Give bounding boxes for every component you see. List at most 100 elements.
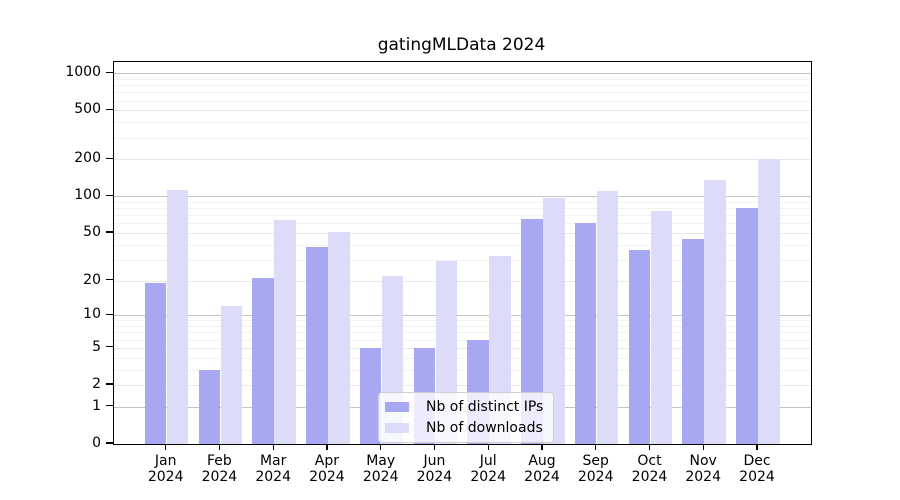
x-tick-month: Nov — [689, 453, 717, 469]
legend-swatch-downloads — [385, 423, 409, 433]
x-tick-mark — [541, 444, 543, 450]
y-tick-mark — [106, 346, 113, 348]
x-tick-year: 2024 — [631, 469, 668, 485]
bar-downloads-apr — [328, 231, 350, 444]
x-tick-label-jan: Jan 2024 — [138, 453, 194, 485]
x-tick-label-sep: Sep 2024 — [568, 453, 624, 485]
y-tick-label-500: 500 — [74, 101, 101, 118]
bar-downloads-aug — [543, 197, 565, 444]
minor-gridline — [114, 201, 811, 203]
y-tick-mark — [106, 313, 113, 315]
x-tick-label-jul: Jul 2024 — [460, 453, 516, 485]
x-tick-mark — [380, 444, 382, 450]
x-tick-year: 2024 — [147, 469, 184, 485]
minor-gridline — [114, 326, 811, 328]
x-tick-mark — [487, 444, 489, 450]
x-tick-year: 2024 — [524, 469, 560, 485]
y-tick-label-10: 10 — [83, 306, 101, 323]
x-tick-year: 2024 — [362, 469, 399, 485]
minor-gridline — [114, 339, 811, 341]
y-tick-label-50: 50 — [83, 224, 101, 240]
minor-gridline — [114, 92, 811, 94]
legend: Nb of distinct IPs Nb of downloads — [378, 392, 555, 443]
y-tick-mark — [106, 278, 113, 281]
plot-area — [113, 61, 812, 445]
bar-downloads-jan — [166, 189, 189, 444]
chart-title: gatingMLData 2024 — [377, 35, 546, 55]
x-tick-month: Oct — [637, 453, 662, 469]
bar-downloads-oct — [650, 210, 673, 444]
minor-gridline — [114, 357, 811, 359]
x-tick-label-aug: Aug 2024 — [514, 453, 570, 485]
x-tick-mark — [326, 444, 328, 450]
x-tick-month: Aug — [528, 453, 556, 469]
legend-label: Nb of distinct IPs — [426, 399, 544, 415]
x-tick-month: Apr — [314, 453, 339, 469]
x-tick-mark — [595, 444, 597, 450]
gridline-2 — [114, 385, 811, 386]
bar-ips-mar — [252, 278, 274, 444]
y-tick-mark — [106, 157, 113, 160]
x-tick-month: Mar — [259, 453, 287, 469]
bar-ips-dec — [736, 208, 758, 444]
minor-gridline — [114, 223, 811, 225]
y-tick-mark — [106, 108, 113, 110]
minor-gridline — [114, 244, 811, 246]
x-tick-year: 2024 — [201, 469, 238, 485]
minor-gridline — [114, 320, 811, 322]
legend-label: Nb of downloads — [426, 420, 543, 436]
bar-ips-may — [359, 347, 382, 444]
x-tick-year: 2024 — [577, 469, 614, 485]
x-tick-label-dec: Dec 2024 — [729, 453, 785, 485]
x-tick-label-oct: Oct 2024 — [622, 453, 678, 485]
x-tick-label-mar: Mar 2024 — [245, 453, 301, 485]
bar-downloads-dec — [758, 159, 780, 444]
x-tick-year: 2024 — [416, 469, 453, 485]
x-tick-month: May — [366, 453, 396, 469]
bar-downloads-sep — [596, 190, 619, 444]
x-tick-month: Feb — [206, 453, 232, 469]
gridline-100 — [114, 196, 811, 198]
minor-gridline — [114, 215, 811, 217]
x-tick-month: Jul — [479, 453, 497, 469]
y-tick-label-200: 200 — [74, 150, 101, 167]
y-tick-mark — [106, 405, 113, 407]
y-tick-mark — [106, 231, 113, 233]
minor-gridline — [114, 78, 811, 80]
x-tick-mark — [165, 444, 167, 450]
bar-ips-oct — [628, 250, 651, 444]
gridline-500 — [114, 110, 811, 112]
y-tick-mark — [106, 194, 113, 196]
gridline-5 — [114, 347, 811, 349]
bar-ips-sep — [574, 222, 597, 444]
minor-gridline — [114, 208, 811, 210]
x-tick-label-jun: Jun 2024 — [406, 453, 462, 485]
bar-ips-nov — [682, 238, 704, 444]
bar-ips-aug — [521, 219, 543, 444]
x-tick-mark — [756, 444, 758, 450]
y-tick-label-5: 5 — [92, 338, 101, 355]
x-tick-label-may: May 2024 — [353, 453, 409, 485]
y-tick-label-2: 2 — [92, 376, 101, 392]
bar-ips-feb — [198, 369, 221, 444]
x-tick-year: 2024 — [685, 469, 721, 485]
minor-gridline — [114, 137, 811, 139]
y-tick-label-1000: 1000 — [65, 64, 101, 81]
bar-ips-jan — [144, 283, 167, 444]
gridline-200 — [114, 159, 811, 161]
bar-ips-apr — [306, 247, 328, 444]
minor-gridline — [114, 369, 811, 371]
x-tick-month: Jan — [154, 453, 177, 469]
y-tick-label-1: 1 — [92, 397, 101, 414]
gridline-1000 — [114, 73, 811, 75]
x-tick-year: 2024 — [470, 469, 506, 485]
bar-downloads-feb — [220, 306, 243, 444]
x-tick-year: 2024 — [309, 469, 345, 485]
minor-gridline — [114, 100, 811, 102]
bar-downloads-nov — [704, 179, 726, 444]
x-tick-month: Sep — [582, 453, 609, 469]
legend-item-ips: Nb of distinct IPs — [385, 399, 543, 415]
minor-gridline — [114, 122, 811, 124]
x-tick-year: 2024 — [739, 469, 775, 485]
